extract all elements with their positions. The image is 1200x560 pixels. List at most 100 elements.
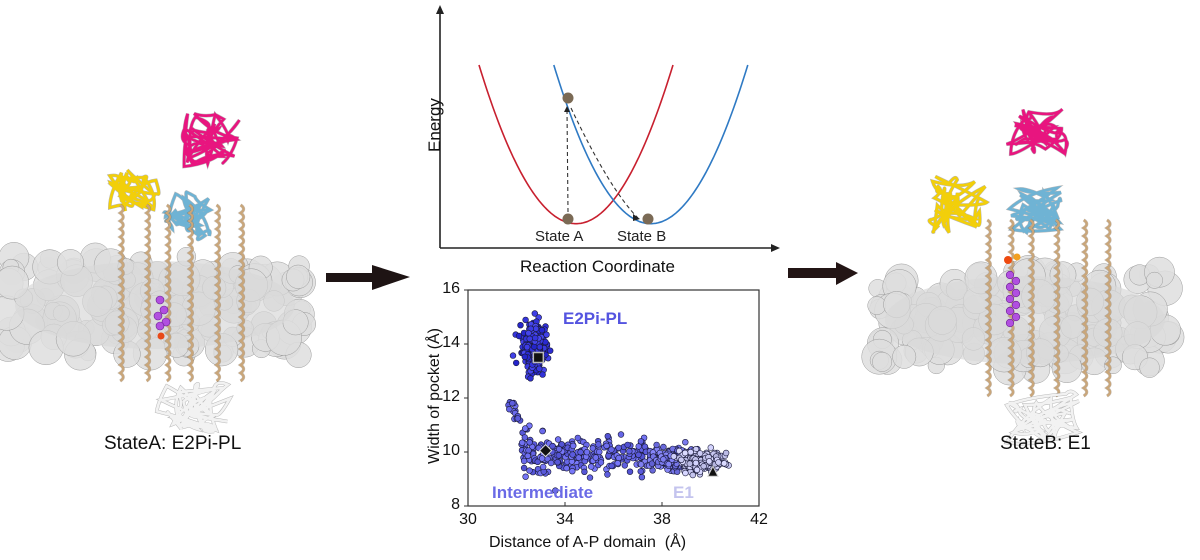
scatter-point — [518, 439, 526, 446]
scatter-point — [689, 471, 696, 479]
scatter-point — [592, 454, 599, 461]
scatter-point — [589, 445, 596, 452]
p-domain-blue — [161, 190, 215, 242]
y-tick-label: 12 — [442, 388, 460, 405]
membrane-surface — [0, 242, 316, 371]
scatter-point — [515, 332, 523, 340]
representative-square-e2pi-pl — [532, 351, 545, 364]
scatter-point — [543, 331, 550, 338]
scatter-point — [538, 327, 546, 334]
scatter-axes — [464, 289, 760, 507]
scatter-point — [539, 463, 547, 471]
scatter-point — [522, 473, 529, 480]
scatter-point — [604, 471, 611, 478]
scatter-point — [660, 456, 667, 463]
scatter-point — [509, 400, 516, 407]
ligand-spheres — [1004, 253, 1021, 328]
scatter-point — [538, 455, 546, 462]
scatter-point — [638, 474, 646, 481]
scatter-point — [521, 425, 529, 432]
scatter-point — [514, 415, 521, 422]
scatter-point — [536, 365, 543, 372]
ligand-spheres — [153, 295, 171, 340]
scatter-point — [722, 449, 730, 457]
cytoplasmic-subunit-white — [154, 381, 234, 434]
scatter-point — [626, 448, 633, 455]
label-intermediate: Intermediate — [492, 483, 594, 502]
energy-marks — [562, 92, 654, 225]
energy-y-arrowhead — [436, 5, 444, 14]
n-domain-yellow — [106, 168, 161, 212]
scatter-point — [660, 443, 667, 451]
energy-xlabel: Reaction Coordinate — [520, 257, 675, 276]
scatter-point — [546, 347, 554, 354]
y-tick-label: 8 — [451, 496, 460, 513]
scatter-point — [608, 446, 615, 453]
scatter-point — [509, 352, 517, 359]
scatter-point — [527, 375, 534, 382]
scatter-point — [581, 468, 588, 475]
scatter-point — [531, 310, 538, 317]
scatter-point — [705, 458, 713, 465]
scatter-point — [617, 431, 625, 438]
x-tick-label: 38 — [653, 511, 671, 528]
protein-structure-state-a — [0, 110, 316, 434]
scatter-point — [521, 434, 528, 441]
state-b-dot — [642, 213, 654, 225]
relaxation-dashed-arrow — [570, 107, 639, 219]
scatter-point — [624, 441, 631, 449]
representative-diamond-intermediate — [538, 443, 553, 458]
scatter-point — [574, 434, 581, 442]
energy-axes — [436, 5, 780, 252]
p-domain-blue — [1005, 185, 1065, 236]
scatter-point — [621, 462, 628, 469]
scatter-point — [526, 335, 533, 342]
scatter-point — [554, 436, 562, 443]
scatter-point — [521, 353, 528, 360]
label-e2pi-pl: E2Pi-PL — [563, 309, 628, 328]
scatter-point — [586, 474, 594, 481]
x-tick-label: 42 — [750, 511, 768, 528]
scatter-point — [587, 463, 595, 470]
a-domain-magenta — [180, 110, 242, 170]
scatter-point — [523, 343, 531, 351]
scatter-point — [517, 322, 524, 329]
scatter-point — [569, 442, 577, 450]
scatter-point — [575, 454, 582, 461]
scatter-point — [595, 441, 602, 448]
scatter-point — [569, 468, 576, 475]
transmembrane-helices — [117, 203, 246, 383]
scatter-point — [707, 444, 714, 451]
scatter-point — [608, 462, 615, 470]
scatter-point — [558, 441, 565, 448]
scatter-point — [614, 460, 621, 467]
energy-x-arrowhead — [771, 244, 780, 252]
scatter-point — [542, 338, 549, 346]
scatter-point — [720, 460, 728, 467]
scatter-point — [506, 406, 513, 413]
scatter-point — [678, 456, 685, 463]
scatter-point — [686, 460, 693, 467]
scatter-point — [665, 460, 672, 468]
scatter-point — [522, 316, 529, 324]
scatter-point — [682, 439, 689, 446]
y-tick-label: 10 — [442, 442, 460, 459]
label-e1: E1 — [673, 483, 694, 502]
scatter-point — [555, 452, 562, 459]
scatter-point — [715, 459, 722, 466]
scatter-point — [547, 459, 555, 467]
scatter-point — [534, 458, 541, 465]
excitation-arrowhead — [564, 106, 570, 112]
scatter-point — [512, 359, 520, 367]
scatter-point — [525, 447, 532, 454]
scatter-point — [569, 451, 576, 458]
scatter-points — [505, 310, 732, 494]
a-domain-magenta — [1005, 107, 1070, 158]
scatter-point — [555, 446, 563, 453]
scatter-point — [700, 463, 707, 470]
energy-curve-state-a — [478, 64, 674, 225]
scatter-point — [696, 450, 704, 457]
scatter-point — [597, 459, 605, 466]
excited-state-dot — [562, 92, 574, 104]
